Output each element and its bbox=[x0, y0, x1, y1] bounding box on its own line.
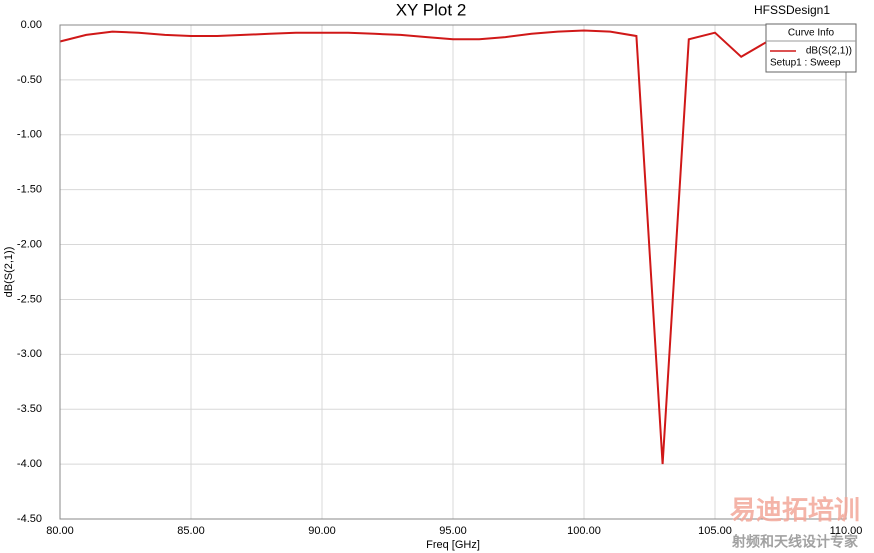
x-tick-label: 80.00 bbox=[46, 525, 74, 537]
series bbox=[59, 29, 847, 465]
chart-title: XY Plot 2 bbox=[396, 0, 467, 19]
legend-box bbox=[765, 23, 857, 73]
x-tick-label: 110.00 bbox=[830, 525, 863, 537]
data-line bbox=[59, 29, 847, 465]
y-axis-label: dB(S(2,1)) bbox=[3, 247, 15, 298]
plot-frame bbox=[59, 24, 847, 520]
legend: Curve Info dB(S(2,1)) Setup1 : Sweep bbox=[765, 23, 857, 73]
legend-subtitle: Setup1 : Sweep bbox=[770, 58, 841, 69]
legend-entry: dB(S(2,1)) bbox=[806, 46, 852, 57]
legend-title: Curve Info bbox=[788, 28, 835, 39]
x-tick-label: 95.00 bbox=[439, 525, 467, 537]
watermark-title: 易迪拓培训 bbox=[730, 495, 860, 525]
y-tick-label: -4.00 bbox=[17, 458, 42, 470]
x-tick-label: 100.00 bbox=[567, 525, 601, 537]
y-tick-label: -2.00 bbox=[17, 238, 42, 250]
x-tick-label: 85.00 bbox=[177, 525, 205, 537]
y-tick-label: -0.50 bbox=[17, 74, 42, 86]
x-tick-label: 105.00 bbox=[698, 525, 732, 537]
design-name: HFSSDesign1 bbox=[754, 3, 830, 17]
y-tick-label: -4.50 bbox=[17, 513, 42, 525]
y-tick-label: -3.00 bbox=[17, 348, 42, 360]
y-tick-label: -2.50 bbox=[17, 293, 42, 305]
x-axis-label: Freq [GHz] bbox=[426, 539, 480, 551]
x-tick-label: 90.00 bbox=[308, 525, 336, 537]
y-tick-label: -3.50 bbox=[17, 403, 42, 415]
y-tick-label: -1.50 bbox=[17, 184, 42, 196]
y-tick-label: -1.00 bbox=[17, 129, 42, 141]
watermark-subtitle: 射频和天线设计专家 bbox=[731, 534, 859, 550]
y-tick-label: 0.00 bbox=[21, 19, 42, 31]
